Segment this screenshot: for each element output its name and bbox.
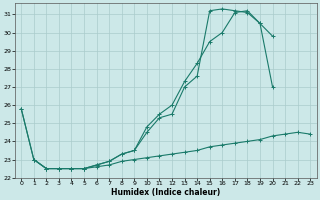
X-axis label: Humidex (Indice chaleur): Humidex (Indice chaleur) <box>111 188 220 197</box>
